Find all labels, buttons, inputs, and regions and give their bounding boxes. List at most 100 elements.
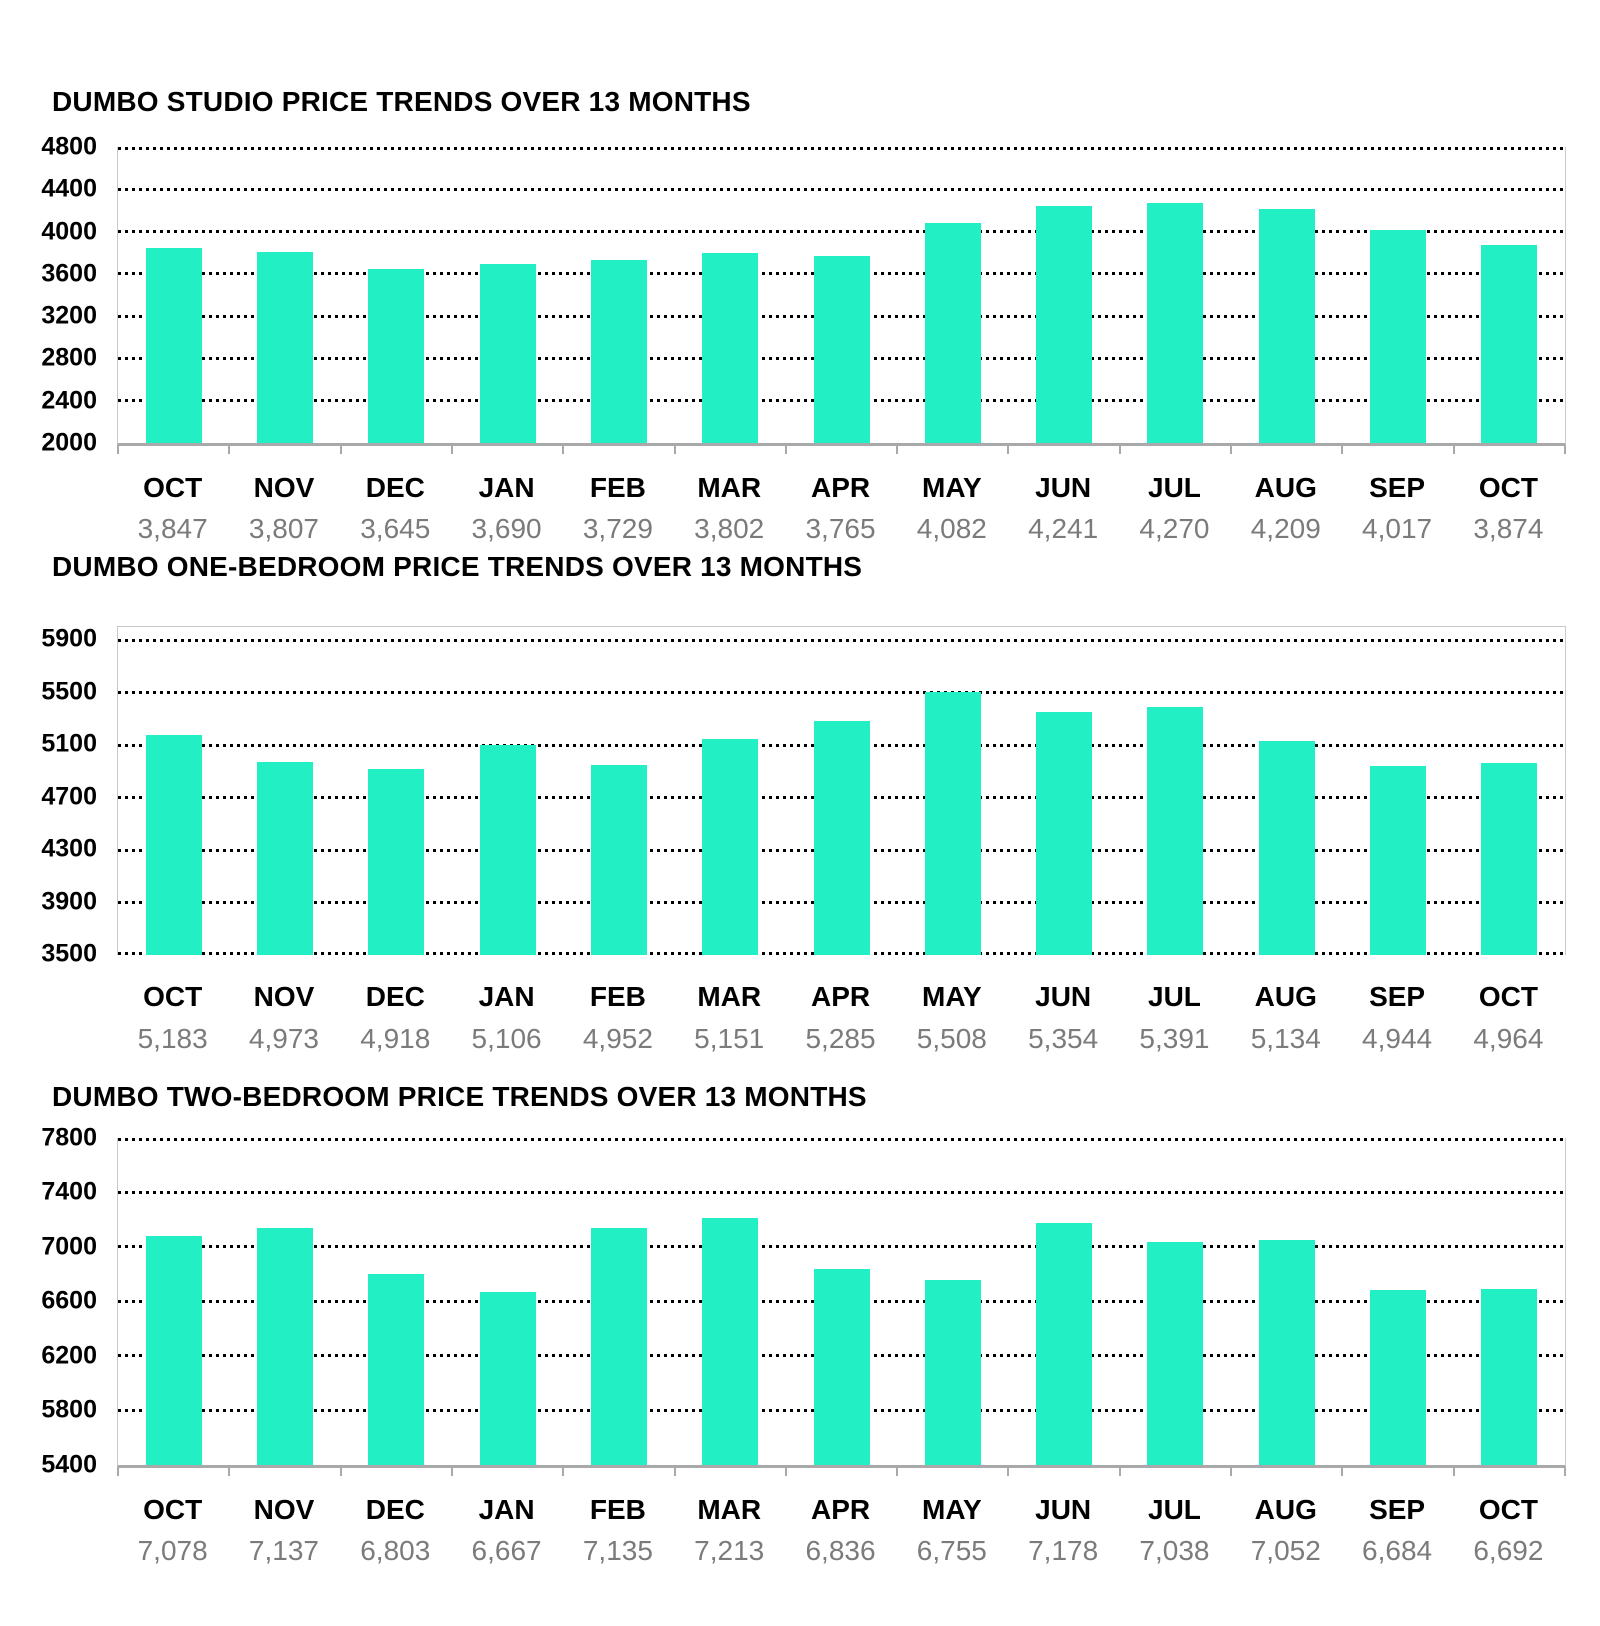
value-label: 3,807 [248, 513, 319, 545]
month-label: AUG [1254, 472, 1317, 503]
value-label: 4,082 [916, 513, 987, 545]
x-label-cell: APR 6,836 [785, 1494, 896, 1567]
x-axis-tick [1564, 1467, 1566, 1476]
bar-may-7 [924, 222, 981, 443]
two-bedroom-price-chart: DUMBO TWO-BEDROOM PRICE TRENDS OVER 13 M… [0, 1081, 1600, 1567]
y-tick-label: 5500 [41, 677, 97, 706]
x-axis-tick [896, 1467, 899, 1476]
x-axis-tick [562, 446, 565, 454]
x-axis-tick [450, 446, 453, 454]
bar-jul-9 [1147, 203, 1204, 443]
month-label: NOV [253, 472, 315, 503]
chart-title: DUMBO ONE-BEDROOM PRICE TRENDS OVER 13 M… [52, 551, 863, 583]
x-label-cell: DEC 4,918 [340, 981, 451, 1054]
y-tick-label: 4400 [41, 174, 97, 203]
bar-dec-2 [368, 269, 425, 443]
month-label: JAN [478, 472, 535, 503]
plot-wrapper: 2000 2400 2800 3200 3600 4000 4400 4800 [41, 134, 1566, 455]
bar-aug-10 [1258, 209, 1315, 443]
month-label: APR [810, 472, 871, 503]
x-axis-tick [784, 446, 787, 454]
x-axis-tick [1452, 1467, 1455, 1476]
value-label: 7,135 [582, 1534, 653, 1566]
x-label-cell: FEB 3,729 [562, 472, 673, 545]
y-tick-label: 3600 [41, 259, 97, 288]
month-label: DEC [365, 472, 425, 503]
bar-sep-11 [1370, 229, 1427, 443]
x-axis-tick [1564, 446, 1566, 454]
x-axis-tick [784, 1467, 787, 1476]
value-label: 3,690 [471, 513, 542, 545]
x-label-cell: MAR 3,802 [674, 472, 785, 545]
value-label: 4,241 [1028, 513, 1099, 545]
x-label-cell: AUG 4,209 [1230, 472, 1341, 545]
plot-wrapper: 3500 3900 4300 4700 5100 5500 5900 [41, 626, 1566, 966]
x-label-cell: MAY 4,082 [896, 472, 1007, 545]
value-label: 6,803 [360, 1534, 431, 1566]
bar-dec-2 [368, 769, 425, 956]
month-label: OCT [1478, 1493, 1538, 1525]
y-tick-label: 7400 [41, 1177, 97, 1206]
x-label-cell: JUN 7,178 [1008, 1494, 1119, 1567]
x-axis-tick [896, 446, 899, 454]
y-tick-label: 2400 [41, 386, 97, 415]
bar-nov-1 [256, 251, 313, 443]
bar-sep-11 [1370, 1289, 1427, 1465]
x-label-cell: NOV 4,973 [228, 981, 339, 1054]
bar-jul-9 [1147, 1241, 1204, 1465]
bar-apr-6 [813, 1269, 870, 1465]
x-axis-labels: OCT 3,847 NOV 3,807 DEC 3,645 JAN 3,690 FEB 3,729… [117, 472, 1564, 545]
bar-nov-1 [256, 1228, 313, 1465]
month-label: SEP [1369, 472, 1426, 503]
y-tick-label: 5800 [41, 1395, 97, 1424]
plot-area [117, 1137, 1566, 1476]
month-label: FEB [589, 981, 646, 1013]
x-axis-tick [673, 1467, 676, 1476]
y-tick-label: 3200 [41, 301, 97, 330]
x-axis-tick [1118, 1467, 1121, 1476]
bar-may-7 [924, 691, 981, 956]
bar-aug-10 [1258, 741, 1315, 956]
value-label: 7,078 [137, 1534, 208, 1566]
month-label: OCT [1478, 981, 1538, 1013]
value-label: 4,918 [360, 1022, 431, 1054]
bar-oct-0 [145, 247, 202, 443]
y-tick-label: 7800 [41, 1123, 97, 1152]
plot-area [117, 147, 1566, 454]
x-label-cell: MAY 6,755 [896, 1494, 1007, 1567]
y-tick-label: 3500 [41, 939, 97, 968]
x-axis-tick [228, 446, 231, 454]
x-label-cell: JUL 5,391 [1119, 981, 1230, 1054]
bar-oct-12 [1481, 1288, 1538, 1465]
y-tick-label: 5400 [41, 1450, 97, 1479]
bar-sep-11 [1370, 765, 1427, 956]
x-label-cell: SEP 4,017 [1341, 472, 1452, 545]
bar-apr-6 [813, 721, 870, 956]
month-label: APR [810, 1493, 871, 1525]
x-label-cell: SEP 4,944 [1341, 981, 1452, 1054]
x-axis-tick [1341, 446, 1344, 454]
month-label: NOV [253, 1493, 315, 1525]
x-label-cell: JAN 5,106 [451, 981, 562, 1054]
x-axis-labels: OCT 5,183 NOV 4,973 DEC 4,918 JAN 5,106 FEB 4,952… [117, 981, 1564, 1054]
x-axis-tick [673, 446, 676, 454]
month-label: MAR [697, 981, 762, 1013]
value-label: 3,645 [360, 513, 431, 545]
value-label: 5,106 [471, 1022, 542, 1054]
month-label: AUG [1254, 1493, 1317, 1525]
value-label: 4,209 [1250, 513, 1321, 545]
x-label-cell: JAN 6,667 [451, 1494, 562, 1567]
value-label: 4,973 [248, 1022, 319, 1054]
x-axis-tick [1230, 1467, 1233, 1476]
value-label: 4,944 [1362, 1022, 1433, 1054]
value-label: 4,952 [582, 1022, 653, 1054]
gridline [118, 1190, 1565, 1194]
bar-nov-1 [256, 762, 313, 956]
gridline [118, 187, 1565, 191]
month-label: OCT [1478, 472, 1538, 503]
x-label-cell: OCT 5,183 [117, 981, 228, 1054]
gridline [118, 147, 1565, 150]
value-label: 7,213 [694, 1534, 765, 1566]
y-tick-label: 4300 [41, 834, 97, 863]
value-label: 7,038 [1139, 1534, 1210, 1566]
